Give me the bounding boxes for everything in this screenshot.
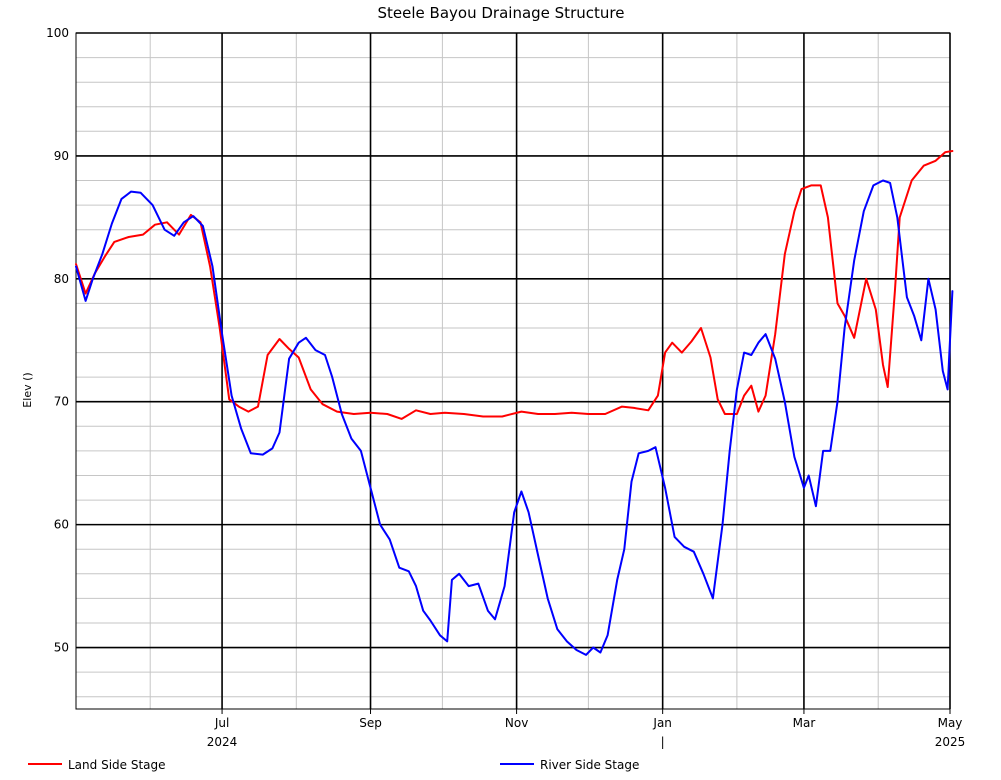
y-axis-label: Elev () bbox=[21, 372, 34, 407]
minor-grid bbox=[76, 33, 950, 709]
y-tick-label: 90 bbox=[54, 149, 69, 163]
y-axis: 50 60 70 80 90 100 bbox=[46, 26, 69, 655]
x-tick-label: Jan bbox=[652, 716, 672, 730]
chart-title: Steele Bayou Drainage Structure bbox=[378, 4, 625, 22]
series-line bbox=[75, 150, 954, 420]
plot-frame bbox=[75, 32, 951, 710]
y-tick-label: 70 bbox=[54, 395, 69, 409]
y-tick-label: 80 bbox=[54, 272, 69, 286]
x-year-label: 2025 bbox=[935, 735, 966, 749]
x-tick-label: Jul bbox=[214, 716, 229, 730]
x-tick-label: Mar bbox=[793, 716, 816, 730]
x-year-label: | bbox=[661, 735, 665, 749]
x-year-label: 2024 bbox=[207, 735, 238, 749]
legend: Land Side Stage River Side Stage bbox=[28, 758, 639, 772]
legend-label: Land Side Stage bbox=[68, 758, 166, 772]
x-axis: Jul 2024 Sep Nov Jan | Mar May 2025 bbox=[207, 709, 965, 749]
y-tick-label: 60 bbox=[54, 518, 69, 532]
x-tick-label: Sep bbox=[359, 716, 382, 730]
series-line bbox=[75, 179, 954, 656]
x-tick-label: May bbox=[938, 716, 963, 730]
x-tick-label: Nov bbox=[505, 716, 528, 730]
y-tick-label: 50 bbox=[54, 641, 69, 655]
legend-label: River Side Stage bbox=[540, 758, 639, 772]
major-grid bbox=[76, 32, 951, 709]
y-tick-label: 100 bbox=[46, 26, 69, 40]
series-layer bbox=[75, 150, 954, 656]
